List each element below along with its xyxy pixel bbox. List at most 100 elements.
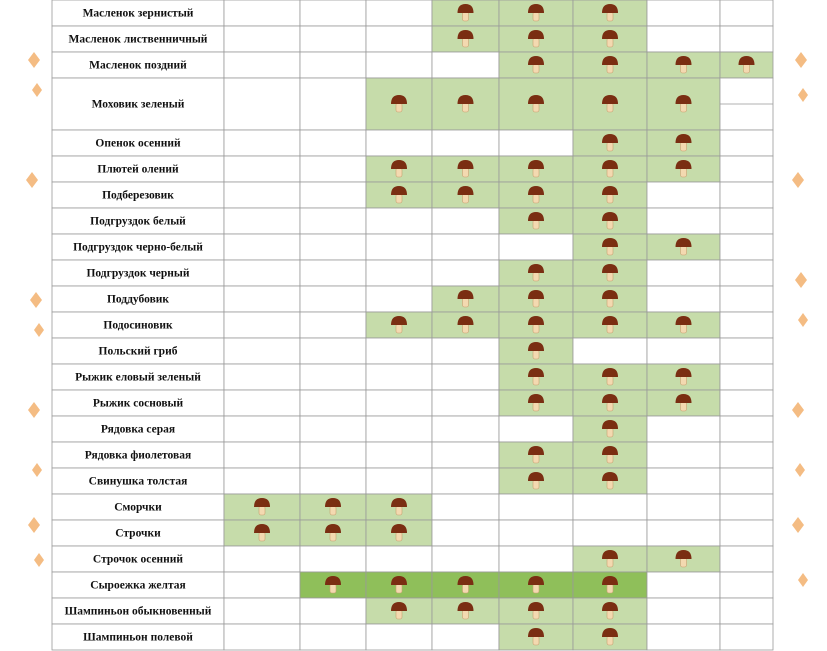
mushroom-cap bbox=[457, 30, 474, 39]
mushroom-stem bbox=[395, 193, 403, 204]
month-cell bbox=[299, 597, 367, 625]
mushroom-name: Польский гриб bbox=[99, 346, 178, 358]
mushroom-stem bbox=[395, 102, 403, 113]
mushroom-cap bbox=[457, 4, 474, 13]
month-cell bbox=[431, 363, 500, 391]
month-cell bbox=[572, 337, 648, 365]
mushroom-cap bbox=[391, 576, 407, 585]
mushroom-cap bbox=[528, 95, 544, 104]
month-cell bbox=[365, 467, 433, 495]
mushroom-cap bbox=[602, 446, 618, 455]
mushroom-stem bbox=[606, 63, 614, 74]
name-cell bbox=[51, 311, 225, 339]
mushroom-stem bbox=[462, 297, 469, 308]
mushroom-stem bbox=[606, 557, 614, 568]
mushroom-cap bbox=[528, 186, 544, 195]
month-cell bbox=[365, 337, 433, 365]
mushroom-stem bbox=[680, 141, 687, 152]
month-cell bbox=[719, 467, 774, 495]
mushroom-stem bbox=[606, 453, 614, 464]
mushroom-name: Поддубовик bbox=[107, 294, 169, 306]
mushroom-stem bbox=[532, 102, 540, 113]
month-cell bbox=[719, 207, 774, 235]
month-cell bbox=[223, 155, 301, 183]
mushroom-stem bbox=[462, 583, 469, 594]
month-cell bbox=[299, 51, 367, 79]
mushroom-stem bbox=[532, 401, 540, 412]
mushroom-cap bbox=[457, 160, 474, 169]
month-cell bbox=[299, 233, 367, 261]
month-cell bbox=[431, 51, 500, 79]
mushroom-stem bbox=[395, 505, 403, 516]
month-cell bbox=[299, 181, 367, 209]
month-cell bbox=[498, 233, 574, 261]
month-cell bbox=[223, 129, 301, 157]
mushroom-stem bbox=[606, 609, 614, 620]
month-cell bbox=[299, 25, 367, 53]
month-cell bbox=[719, 493, 774, 521]
month-cell bbox=[572, 519, 648, 547]
mushroom-cap bbox=[457, 576, 474, 585]
month-cell bbox=[299, 285, 367, 313]
mushroom-stem bbox=[606, 635, 614, 646]
month-cell bbox=[299, 389, 367, 417]
mushroom-name: Подосиновик bbox=[103, 320, 173, 332]
mushroom-cap bbox=[602, 628, 618, 637]
month-cell bbox=[719, 519, 774, 547]
mushroom-cap bbox=[528, 56, 544, 65]
mushroom-stem bbox=[680, 375, 687, 386]
month-cell bbox=[431, 259, 500, 287]
month-cell bbox=[365, 415, 433, 443]
mushroom-cap bbox=[528, 30, 544, 39]
name-cell bbox=[51, 25, 225, 53]
month-cell bbox=[365, 285, 433, 313]
month-cell bbox=[431, 389, 500, 417]
month-cell bbox=[223, 233, 301, 261]
mushroom-stem bbox=[680, 557, 687, 568]
mushroom-cap bbox=[528, 472, 544, 481]
mushroom-stem bbox=[395, 609, 403, 620]
mushroom-stem bbox=[606, 193, 614, 204]
month-cell bbox=[223, 467, 301, 495]
month-cell bbox=[646, 415, 721, 443]
month-cell bbox=[299, 311, 367, 339]
month-cell bbox=[646, 25, 721, 53]
mushroom-cap bbox=[602, 264, 618, 273]
month-cell bbox=[365, 363, 433, 391]
month-cell bbox=[498, 493, 574, 521]
mushroom-stem bbox=[606, 141, 614, 152]
mushroom-cap bbox=[457, 186, 474, 195]
month-cell bbox=[299, 155, 367, 183]
mushroom-stem bbox=[395, 583, 403, 594]
month-cell bbox=[431, 467, 500, 495]
mushroom-cap bbox=[602, 576, 618, 585]
month-cell bbox=[572, 493, 648, 521]
mushroom-stem bbox=[606, 583, 614, 594]
month-cell bbox=[223, 207, 301, 235]
mushroom-cap bbox=[602, 56, 618, 65]
month-cell bbox=[431, 233, 500, 261]
mushroom-name: Строчок осенний bbox=[93, 554, 184, 566]
mushroom-stem bbox=[606, 271, 614, 282]
month-cell bbox=[299, 441, 367, 469]
mushroom-cap bbox=[528, 446, 544, 455]
name-cell bbox=[51, 493, 225, 521]
mushroom-stem bbox=[743, 63, 750, 74]
mushroom-cap bbox=[602, 394, 618, 403]
month-cell bbox=[299, 545, 367, 573]
mushroom-name: Масленок лиственничный bbox=[69, 34, 208, 46]
mushroom-cap bbox=[675, 160, 692, 169]
mushroom-cap bbox=[602, 186, 618, 195]
mushroom-name: Рыжик сосновый bbox=[93, 398, 184, 410]
month-cell bbox=[431, 415, 500, 443]
month-cell bbox=[223, 259, 301, 287]
mushroom-stem bbox=[395, 323, 403, 334]
month-cell bbox=[719, 389, 774, 417]
mushroom-cap bbox=[528, 316, 544, 325]
mushroom-name: Рядовка серая bbox=[101, 424, 175, 436]
month-cell bbox=[719, 415, 774, 443]
mushroom-stem bbox=[680, 63, 687, 74]
month-cell bbox=[365, 129, 433, 157]
name-cell bbox=[51, 77, 225, 131]
